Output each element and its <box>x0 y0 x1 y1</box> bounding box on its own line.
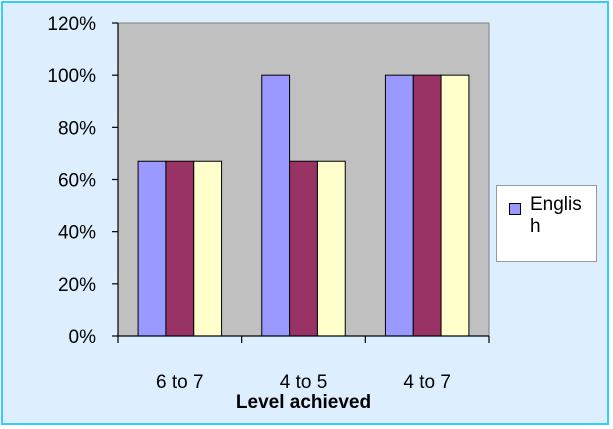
bars <box>137 74 470 337</box>
y-tick-label: 100% <box>47 66 96 87</box>
bar <box>316 160 346 337</box>
x-axis-title: Level achieved <box>236 392 371 413</box>
y-tick-label: 60% <box>58 171 96 192</box>
bar <box>165 160 195 337</box>
y-tick-label: 0% <box>69 327 97 348</box>
category-label: 4 to 5 <box>280 372 328 393</box>
bar <box>412 74 442 337</box>
bar <box>261 74 291 337</box>
category-label: 6 to 7 <box>156 372 204 393</box>
legend-label-english: English <box>530 194 582 237</box>
bar <box>440 74 470 337</box>
category-label: 4 to 7 <box>403 372 451 393</box>
y-tick-label: 80% <box>58 118 96 139</box>
bar <box>384 74 414 337</box>
bar <box>193 160 223 337</box>
x-axis: 6 to 7 4 to 5 4 to 7 <box>117 335 490 393</box>
y-tick-label: 40% <box>58 223 96 244</box>
y-tick-label: 120% <box>47 14 96 35</box>
bar <box>289 160 318 337</box>
bar <box>137 160 167 337</box>
legend-swatch-english <box>509 203 521 215</box>
y-tick-label: 20% <box>58 275 96 296</box>
legend: English <box>496 185 597 262</box>
y-axis: 0% 20% 40% 60% 80% 100% 120% <box>47 14 119 348</box>
